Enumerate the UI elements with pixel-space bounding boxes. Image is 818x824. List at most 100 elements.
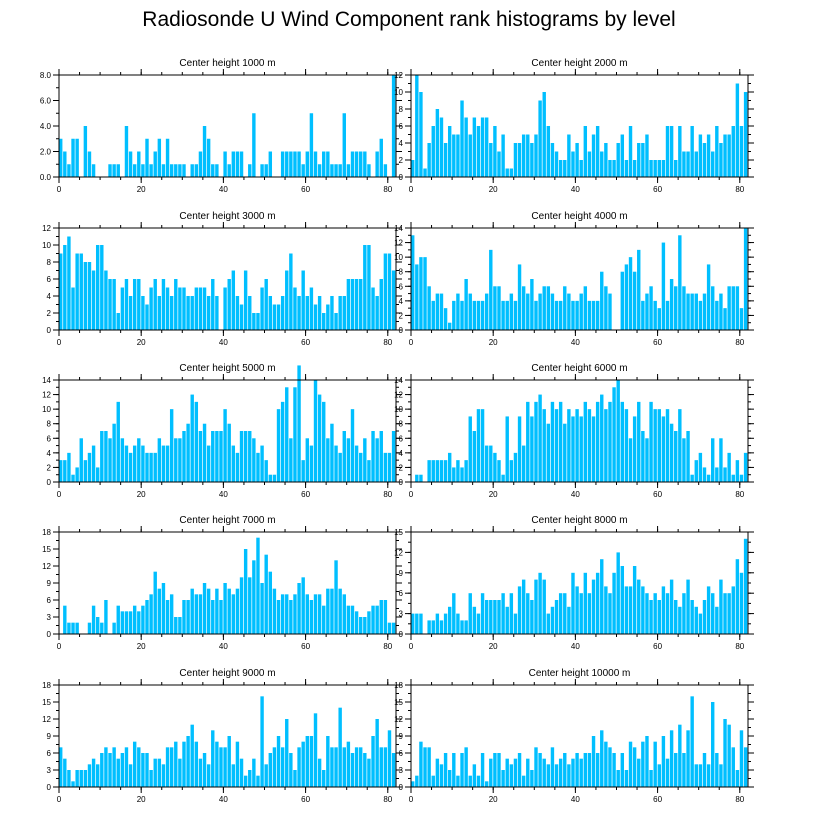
- bar: [447, 770, 452, 787]
- bar: [624, 409, 629, 482]
- bar: [452, 300, 456, 330]
- y-tick-label: 10: [42, 405, 51, 414]
- bar: [719, 438, 723, 482]
- y-tick-label: 6: [399, 122, 404, 131]
- bar: [387, 253, 392, 330]
- bar: [206, 138, 211, 177]
- bar: [690, 293, 694, 330]
- bar: [157, 588, 162, 634]
- bar: [567, 293, 571, 330]
- y-tick-label: 3: [47, 766, 52, 775]
- bar: [686, 431, 690, 482]
- bar: [419, 613, 423, 634]
- bar: [628, 257, 633, 330]
- bar: [608, 401, 612, 482]
- bar: [198, 758, 203, 787]
- bar: [338, 452, 342, 482]
- bar: [674, 160, 678, 177]
- bar: [456, 134, 460, 177]
- bar: [427, 747, 431, 787]
- y-tick-label: 14: [42, 376, 51, 385]
- bar: [583, 126, 588, 177]
- bar: [468, 134, 472, 177]
- bar: [509, 764, 514, 787]
- y-tick-label: 15: [394, 528, 403, 537]
- bar: [575, 300, 579, 330]
- y-tick-label: 0: [47, 478, 52, 487]
- bar: [182, 164, 186, 177]
- bar: [723, 719, 727, 787]
- bar: [600, 271, 604, 330]
- y-tick-label: 12: [394, 391, 403, 400]
- bar: [641, 586, 645, 634]
- bar: [165, 747, 170, 787]
- bar: [334, 313, 338, 330]
- bar: [63, 151, 67, 177]
- x-tick-label: 20: [489, 185, 498, 194]
- bar: [211, 431, 215, 482]
- bar: [235, 151, 240, 177]
- bar: [305, 296, 309, 330]
- bar: [727, 724, 731, 787]
- bar: [309, 445, 314, 482]
- bar: [669, 279, 674, 330]
- bar: [289, 600, 293, 634]
- y-tick-label: 0: [399, 173, 404, 182]
- bar: [178, 164, 182, 177]
- x-tick-label: 40: [219, 490, 228, 499]
- y-tick-label: 9: [47, 732, 52, 741]
- y-tick-label: 8: [399, 105, 404, 114]
- bar: [690, 126, 694, 177]
- bar: [743, 747, 748, 787]
- bar: [439, 460, 444, 482]
- bar: [484, 293, 489, 330]
- bar: [526, 401, 530, 482]
- bar: [456, 460, 460, 482]
- bar: [137, 747, 141, 787]
- bar: [95, 467, 100, 482]
- bar: [460, 467, 464, 482]
- bar: [505, 168, 509, 177]
- bar: [456, 775, 460, 787]
- bar: [330, 296, 334, 330]
- bar: [100, 622, 104, 634]
- bar: [419, 257, 423, 330]
- x-tick-label: 0: [57, 338, 62, 347]
- page-title: Radiosonde U Wind Component rank histogr…: [142, 8, 676, 31]
- bar: [128, 764, 133, 787]
- bar: [317, 164, 322, 177]
- bar: [383, 452, 388, 482]
- bar: [71, 287, 75, 330]
- x-tick-label: 20: [489, 795, 498, 804]
- bar: [190, 724, 194, 787]
- bar: [501, 770, 505, 787]
- bar: [256, 537, 260, 634]
- bar: [91, 270, 96, 330]
- bar: [550, 293, 555, 330]
- bar: [215, 431, 219, 482]
- y-tick-label: 15: [42, 545, 51, 554]
- bar: [322, 605, 326, 634]
- bar: [604, 586, 608, 634]
- bar: [423, 257, 427, 330]
- bar: [743, 538, 748, 634]
- bar: [653, 409, 657, 482]
- bar: [632, 271, 637, 330]
- bar: [563, 286, 567, 330]
- bar: [75, 253, 79, 330]
- bar: [501, 474, 505, 482]
- bar: [739, 572, 744, 634]
- bar: [571, 416, 575, 482]
- bar: [731, 474, 735, 482]
- bar: [346, 438, 351, 482]
- bar: [489, 758, 493, 787]
- bar: [256, 452, 260, 482]
- bar: [715, 467, 719, 482]
- y-tick-label: 18: [42, 681, 51, 690]
- bar: [443, 308, 448, 330]
- bar: [149, 164, 153, 177]
- bar: [694, 151, 698, 177]
- y-tick-label: 0: [47, 326, 52, 335]
- bar: [346, 279, 351, 330]
